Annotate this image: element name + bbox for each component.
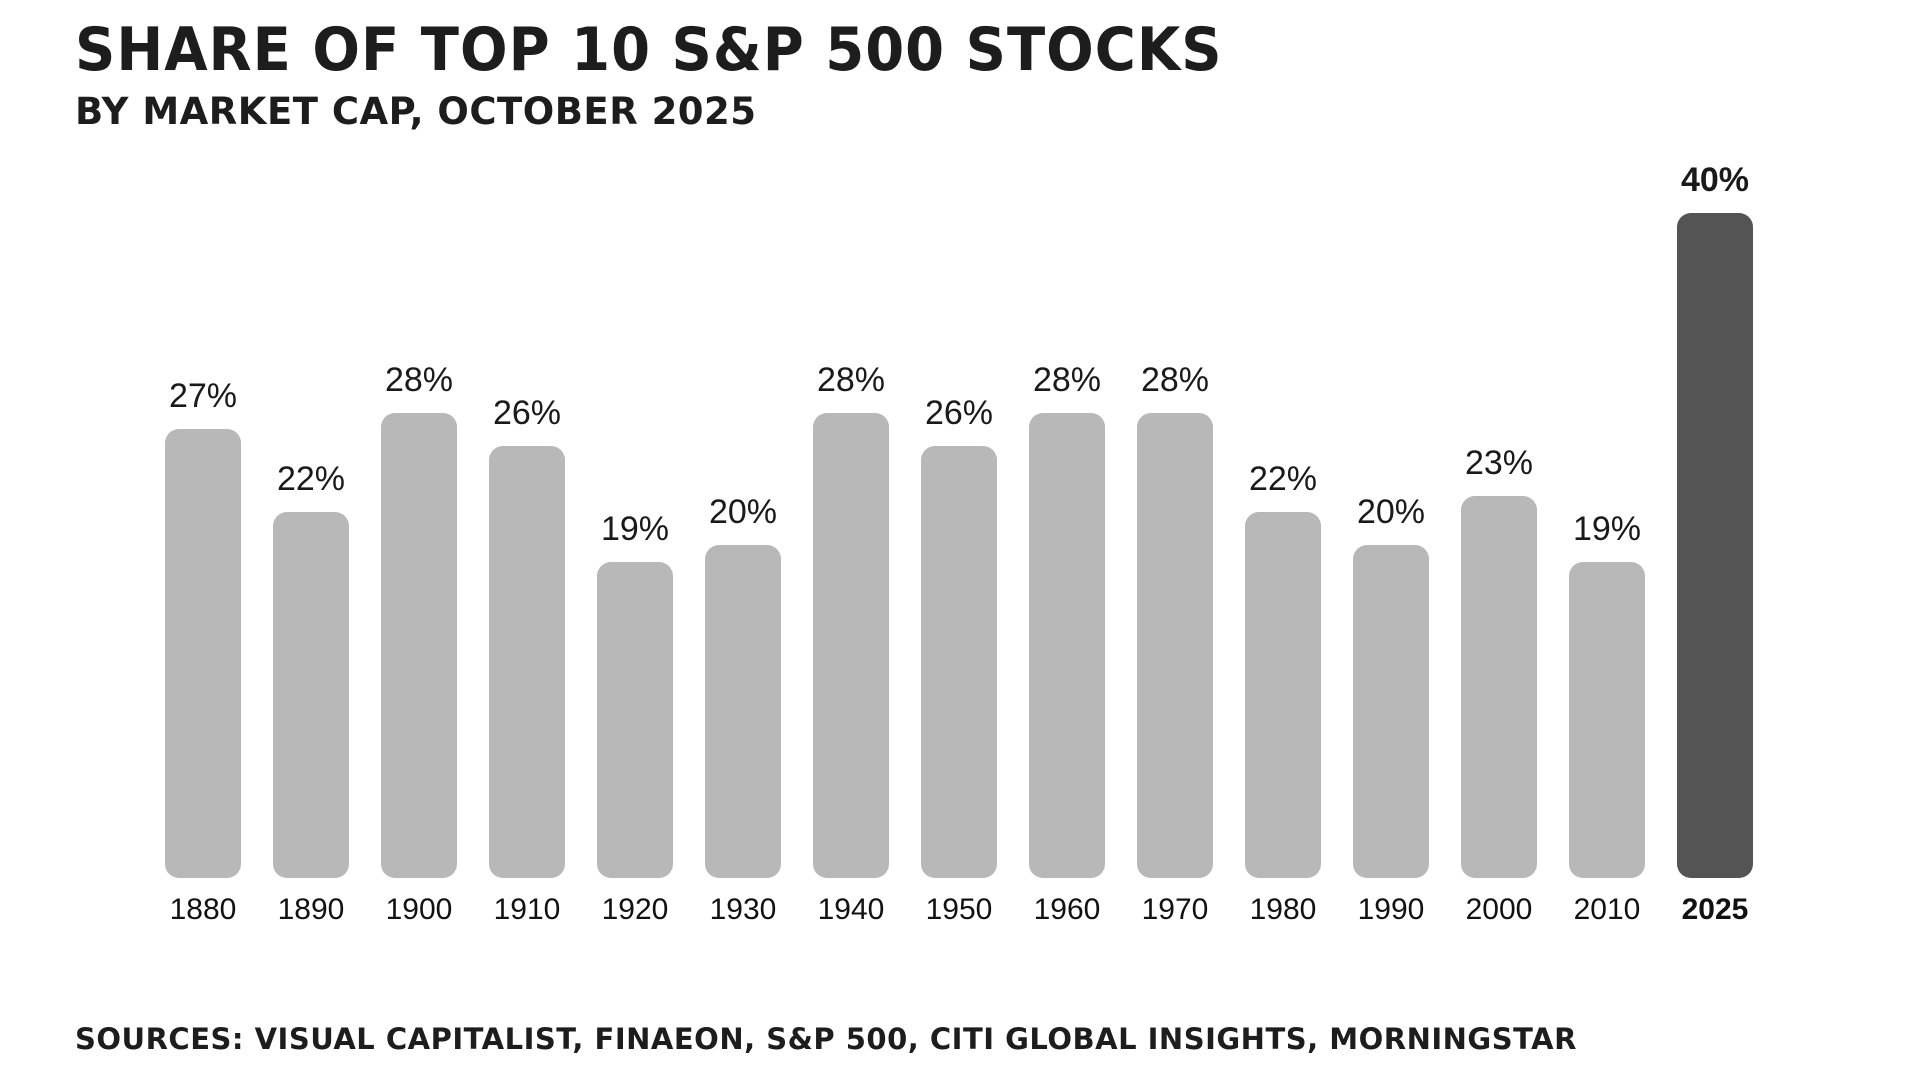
bar-rect (1137, 413, 1213, 878)
bar-column-1920: 19% 1920 (597, 510, 673, 926)
bar-rect (1461, 496, 1537, 878)
bar-rect (1029, 413, 1105, 878)
bar-year-label: 1880 (169, 893, 237, 926)
bar-value-label: 20% (1356, 493, 1426, 531)
bar-chart: 27% 1880 22% 1890 28% 1900 26% 1910 19% 1920 20% 19… (165, 0, 1753, 926)
bar-year-label: 1990 (1357, 893, 1425, 926)
bar-year-label: 2010 (1573, 893, 1641, 926)
bar-value-label: 28% (816, 361, 886, 399)
bar-column-1930: 20% 1930 (705, 493, 781, 926)
bar-column-1900: 28% 1900 (381, 361, 457, 926)
sources-note: SOURCES: VISUAL CAPITALIST, FINAEON, S&P… (75, 1022, 1577, 1056)
bar-rect (597, 562, 673, 878)
bar-year-label: 1920 (601, 893, 669, 926)
bar-year-label: 1910 (493, 893, 561, 926)
bar-rect (705, 545, 781, 878)
bar-year-label: 1950 (925, 893, 993, 926)
bar-year-label: 1900 (385, 893, 453, 926)
bar-rect (1569, 562, 1645, 878)
bar-value-label: 40% (1680, 161, 1750, 199)
bar-year-label: 2025 (1681, 893, 1749, 926)
bar-year-label: 1980 (1249, 893, 1317, 926)
bar-column-1910: 26% 1910 (489, 394, 565, 926)
bar-column-1950: 26% 1950 (921, 394, 997, 926)
bar-year-label: 2000 (1465, 893, 1533, 926)
bar-year-label: 1890 (277, 893, 345, 926)
bar-value-label: 26% (492, 394, 562, 432)
bar-value-label: 20% (708, 493, 778, 531)
bar-column-2010: 19% 2010 (1569, 510, 1645, 926)
bar-rect (1353, 545, 1429, 878)
bar-value-label: 19% (1572, 510, 1642, 548)
bar-value-label: 26% (924, 394, 994, 432)
bar-column-2025: 40% 2025 (1677, 161, 1753, 926)
bar-value-label: 23% (1464, 444, 1534, 482)
bar-column-1990: 20% 1990 (1353, 493, 1429, 926)
bar-rect (1677, 213, 1753, 878)
bar-column-2000: 23% 2000 (1461, 444, 1537, 926)
bar-column-1960: 28% 1960 (1029, 361, 1105, 926)
bar-value-label: 22% (276, 460, 346, 498)
bar-value-label: 28% (1140, 361, 1210, 399)
bar-rect (813, 413, 889, 878)
bar-column-1940: 28% 1940 (813, 361, 889, 926)
bar-rect (273, 512, 349, 878)
bar-column-1970: 28% 1970 (1137, 361, 1213, 926)
bar-value-label: 27% (168, 377, 238, 415)
bar-rect (489, 446, 565, 878)
bar-column-1890: 22% 1890 (273, 460, 349, 926)
bar-value-label: 19% (600, 510, 670, 548)
bar-column-1980: 22% 1980 (1245, 460, 1321, 926)
bar-rect (381, 413, 457, 878)
bar-rect (165, 429, 241, 878)
bar-year-label: 1940 (817, 893, 885, 926)
bar-value-label: 28% (384, 361, 454, 399)
bar-year-label: 1930 (709, 893, 777, 926)
page-subtitle: BY MARKET CAP, OCTOBER 2025 (75, 89, 757, 133)
bar-year-label: 1960 (1033, 893, 1101, 926)
page-title: SHARE OF TOP 10 S&P 500 STOCKS (75, 15, 1223, 85)
bar-value-label: 28% (1032, 361, 1102, 399)
bar-column-1880: 27% 1880 (165, 377, 241, 926)
bar-year-label: 1970 (1141, 893, 1209, 926)
chart-header: SHARE OF TOP 10 S&P 500 STOCKS BY MARKET… (75, 18, 1223, 133)
bar-rect (1245, 512, 1321, 878)
bar-value-label: 22% (1248, 460, 1318, 498)
bar-rect (921, 446, 997, 878)
